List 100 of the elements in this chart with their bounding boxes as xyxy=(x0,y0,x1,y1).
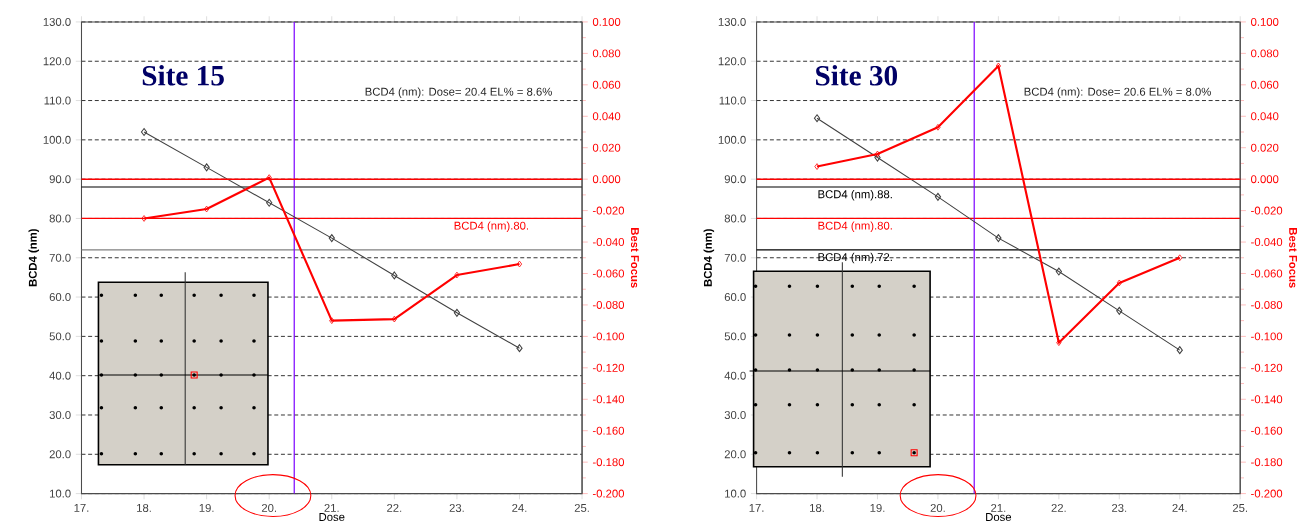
y-tick-label: 130.0 xyxy=(718,18,746,27)
x-axis-title: Dose xyxy=(319,513,345,522)
point xyxy=(140,128,148,137)
point xyxy=(1176,346,1183,355)
y2-tick-label: -0.060 xyxy=(1251,269,1283,278)
y-tick-label: 120.0 xyxy=(43,57,71,66)
y2-tick-label: -0.160 xyxy=(592,426,625,435)
point xyxy=(935,124,941,131)
point xyxy=(814,163,820,171)
y2-tick-label: -0.100 xyxy=(592,332,625,341)
point xyxy=(329,317,335,325)
x-tick-label: 17. xyxy=(74,504,89,512)
y2-tick-label: -0.080 xyxy=(592,301,625,310)
point xyxy=(266,174,272,182)
y-tick-label: 20.0 xyxy=(49,450,71,459)
x-tick-label: 22. xyxy=(387,504,402,513)
y-tick-label: 30.0 xyxy=(724,411,746,420)
y-tick-label: 60.0 xyxy=(724,293,746,302)
point xyxy=(813,114,821,123)
y2-tick-label: -0.180 xyxy=(592,458,625,467)
y2-tick-label: 0.000 xyxy=(1251,175,1279,184)
annotation: BCD4 (nm): Dose= 20.6 EL% = 8.0% xyxy=(1024,87,1211,99)
point xyxy=(391,271,398,280)
point xyxy=(266,198,273,207)
point xyxy=(1116,279,1122,287)
point xyxy=(516,344,523,353)
y2-tick-label: -0.040 xyxy=(1251,238,1283,247)
y-tick-label: 100.0 xyxy=(718,136,746,145)
y-tick-label: 100.0 xyxy=(43,136,71,145)
x-tick-label: 18. xyxy=(137,504,151,513)
point xyxy=(1116,307,1123,316)
x-tick-label: 24. xyxy=(512,504,527,513)
x-tick-label: 17. xyxy=(749,504,764,512)
y-tick-label: 110.0 xyxy=(44,96,71,105)
y-tick-label: 90.0 xyxy=(724,175,746,184)
y2-tick-label: 0.040 xyxy=(1251,112,1279,121)
y2-tick-label: 0.060 xyxy=(592,81,621,90)
y2-tick-label: -0.100 xyxy=(1251,332,1283,341)
point xyxy=(995,234,1002,243)
point xyxy=(516,260,523,268)
ref-line-label: BCD4 (nm).72. xyxy=(818,253,892,264)
point xyxy=(141,215,147,223)
x-tick-label: 23. xyxy=(449,504,464,513)
y-tick-label: 90.0 xyxy=(49,175,71,184)
y-axis-title: BCD4 (nm) xyxy=(28,229,40,287)
x-tick-label: 22. xyxy=(1051,504,1066,513)
x-tick-label: 25. xyxy=(574,504,589,513)
x-tick-label: 20. xyxy=(261,504,277,513)
y2-tick-label: -0.120 xyxy=(592,364,625,373)
y2-tick-label: 0.060 xyxy=(1251,81,1279,90)
y-tick-label: 70.0 xyxy=(49,254,71,262)
y2-tick-label: -0.200 xyxy=(592,489,625,498)
y-tick-label: 60.0 xyxy=(49,293,71,302)
y2-tick-label: 0.020 xyxy=(592,143,621,152)
y2-axis-title: Best Focus xyxy=(1289,228,1297,288)
y2-tick-label: -0.040 xyxy=(592,238,625,247)
x-tick-label: 21. xyxy=(324,504,339,513)
y-tick-label: 10.0 xyxy=(725,489,746,498)
y2-tick-label: 0.080 xyxy=(1251,49,1279,58)
x-axis-title: Dose xyxy=(986,513,1012,522)
point xyxy=(391,315,397,323)
y-tick-label: 10.0 xyxy=(49,489,71,498)
ref-line-label: BCD4 (nm).80. xyxy=(818,221,892,233)
y2-tick-label: -0.020 xyxy=(1251,206,1283,215)
point xyxy=(328,234,335,243)
y-tick-label: 40.0 xyxy=(49,371,71,380)
y2-tick-label: 0.040 xyxy=(592,112,621,121)
x-tick-label: 23. xyxy=(1112,504,1127,513)
y2-axis-title: Best Focus xyxy=(630,228,639,288)
y2-tick-label: 0.100 xyxy=(592,18,621,27)
y2-tick-label: -0.120 xyxy=(1251,364,1283,373)
y-tick-label: 130.0 xyxy=(43,18,71,27)
y-tick-label: 110.0 xyxy=(719,96,746,105)
annotation: BCD4 (nm): Dose= 20.4 EL% = 8.6% xyxy=(365,87,552,99)
point xyxy=(874,150,881,158)
text: Site 30 xyxy=(816,65,898,86)
y2-tick-label: 0.000 xyxy=(592,175,621,184)
y2-tick-label: -0.140 xyxy=(1251,395,1283,404)
point xyxy=(934,193,942,202)
y2-tick-label: -0.080 xyxy=(1251,301,1283,310)
y2-tick-label: -0.140 xyxy=(592,395,625,404)
point xyxy=(1177,254,1183,262)
y-axis-title: BCD4 (nm) xyxy=(703,229,715,287)
x-tick-label: 25. xyxy=(1232,504,1248,513)
x-tick-label: 20. xyxy=(930,504,945,513)
ref-line-label: BCD4 (nm).88. xyxy=(818,190,892,201)
text: Site 15 xyxy=(142,65,224,86)
y2-tick-label: -0.160 xyxy=(1251,426,1283,435)
x-tick-label: 21. xyxy=(991,504,1006,513)
x-tick-label: 19. xyxy=(870,504,885,513)
y-tick-label: 30.0 xyxy=(49,411,71,420)
x-tick-label: 19. xyxy=(199,504,214,513)
y-tick-label: 20.0 xyxy=(724,450,746,459)
y2-tick-label: -0.180 xyxy=(1251,458,1283,467)
y-tick-label: 80.0 xyxy=(49,214,71,223)
x-tick-label: 24. xyxy=(1172,504,1187,513)
y-tick-label: 70.0 xyxy=(724,254,746,262)
point xyxy=(995,62,1001,70)
point xyxy=(1056,339,1062,347)
y2-tick-label: -0.200 xyxy=(1251,489,1283,498)
